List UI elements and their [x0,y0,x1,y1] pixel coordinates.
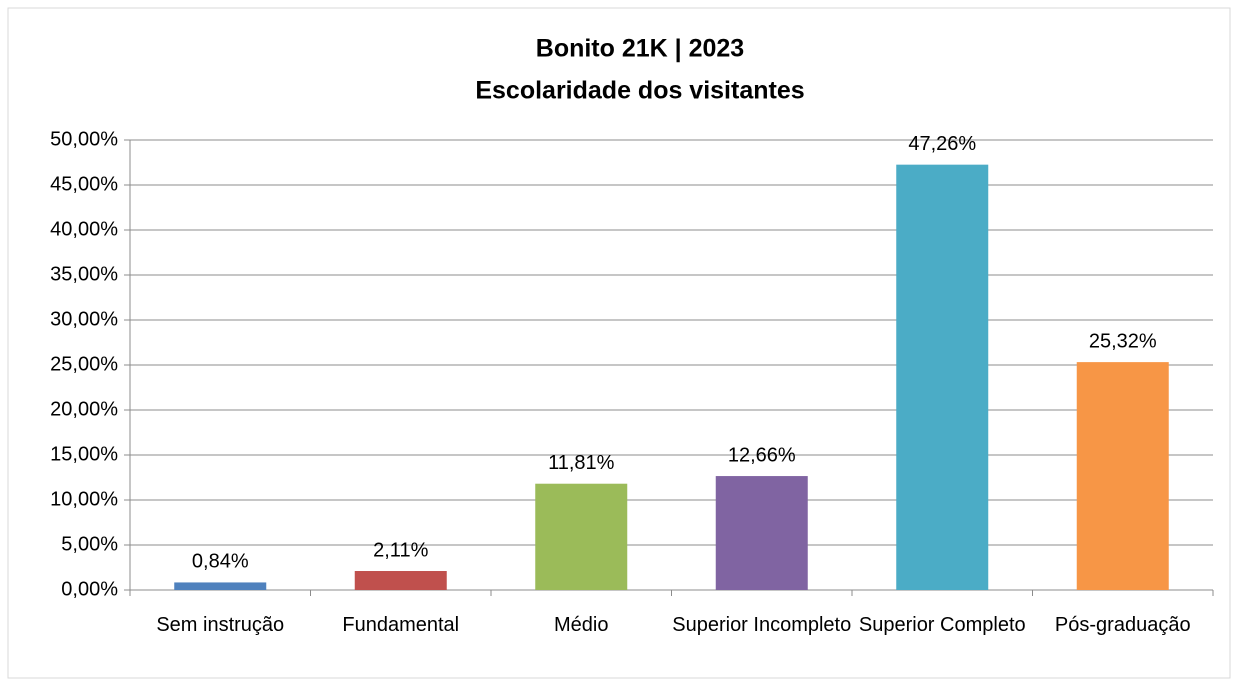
x-tick-label: Superior Incompleto [672,614,852,636]
value-label: 11,81% [548,452,615,474]
bar [1076,362,1169,590]
x-tick-label: Pós-graduação [1054,614,1191,636]
x-tick-label: Médio [554,614,609,636]
y-tick-label: 10,00% [50,488,118,510]
value-label: 0,84% [192,551,249,573]
y-tick-label: 5,00% [61,533,118,555]
y-tick-label: 30,00% [50,308,118,330]
x-tick-label: Sem instrução [156,614,285,636]
value-label: 47,26% [908,133,976,155]
x-tick-label: Fundamental [342,614,460,636]
y-tick-label: 35,00% [50,263,118,285]
bar [715,476,808,590]
bar [354,571,447,590]
value-label: 12,66% [728,444,796,466]
y-tick-label: 40,00% [50,218,118,240]
bar [174,582,267,590]
value-label: 2,11% [373,539,428,561]
bar [535,483,628,590]
value-label: 25,32% [1089,330,1157,352]
bar [896,164,989,590]
y-tick-label: 15,00% [50,443,118,465]
y-tick-label: 45,00% [50,173,118,195]
chart-subtitle: Escolaridade dos visitantes [475,77,804,105]
chart-title: Bonito 21K | 2023 [536,35,744,63]
y-tick-label: 20,00% [50,398,118,420]
x-tick-label: Superior Completo [858,614,1026,636]
y-tick-label: 0,00% [61,578,118,600]
y-tick-label: 25,00% [50,353,118,375]
y-tick-label: 50,00% [50,128,118,150]
